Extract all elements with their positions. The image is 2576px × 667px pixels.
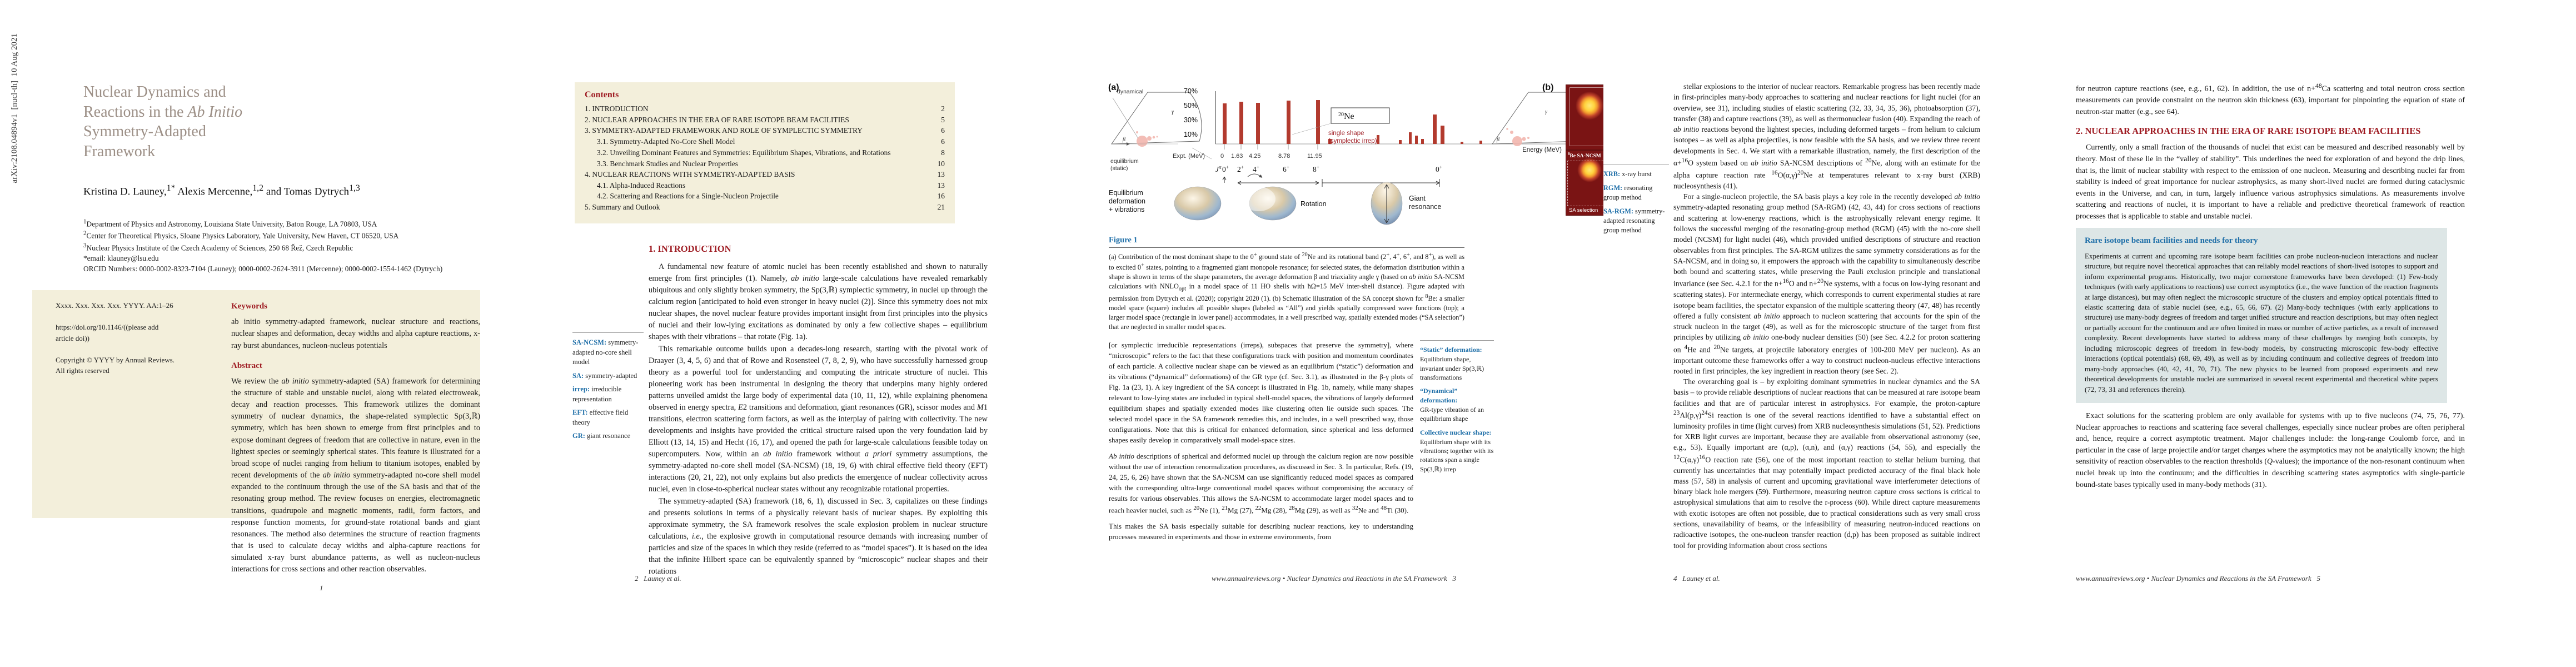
- svg-text:2+: 2+: [1237, 165, 1244, 173]
- svg-text:Energy (MeV): Energy (MeV): [1522, 147, 1562, 153]
- svg-text:70%: 70%: [1184, 87, 1198, 95]
- svg-text:Jπ: Jπ: [1215, 165, 1222, 173]
- svg-text:single shape: single shape: [1328, 130, 1364, 137]
- svg-text:50%: 50%: [1184, 102, 1198, 109]
- svg-text:(symplectic irrep): (symplectic irrep): [1328, 138, 1377, 145]
- svg-text:β: β: [1122, 137, 1125, 143]
- svg-text:8+: 8+: [1313, 165, 1319, 173]
- svg-text:γ: γ: [1545, 109, 1548, 115]
- svg-text:Expt. (MeV): Expt. (MeV): [1173, 153, 1205, 160]
- svg-text:0+: 0+: [1436, 165, 1442, 173]
- svg-text:deformation: deformation: [1109, 197, 1145, 205]
- svg-text:equilibrium: equilibrium: [1110, 158, 1139, 165]
- svg-text:Equilibrium: Equilibrium: [1109, 189, 1143, 197]
- svg-text:4+: 4+: [1253, 165, 1259, 173]
- svg-text:0: 0: [1220, 153, 1224, 160]
- svg-text:(b): (b): [1542, 83, 1553, 92]
- svg-text:8.78: 8.78: [1278, 153, 1290, 160]
- svg-text:γ: γ: [1172, 109, 1174, 115]
- svg-text:dynamical: dynamical: [1117, 88, 1143, 95]
- svg-text:(static): (static): [1110, 165, 1128, 172]
- svg-text:30%: 30%: [1184, 116, 1198, 124]
- svg-text:Giant: Giant: [1409, 195, 1426, 202]
- svg-text:4.25: 4.25: [1249, 153, 1260, 160]
- svg-text:resonance: resonance: [1409, 203, 1441, 211]
- svg-text:Rotation: Rotation: [1301, 200, 1327, 208]
- svg-text:6+: 6+: [1283, 165, 1289, 173]
- svg-text:1.63: 1.63: [1231, 153, 1243, 160]
- svg-text:β: β: [1496, 137, 1499, 143]
- svg-text:0+: 0+: [1222, 165, 1229, 173]
- svg-text:+ vibrations: + vibrations: [1109, 206, 1144, 213]
- svg-text:10%: 10%: [1184, 131, 1198, 138]
- svg-text:11.95: 11.95: [1307, 153, 1322, 160]
